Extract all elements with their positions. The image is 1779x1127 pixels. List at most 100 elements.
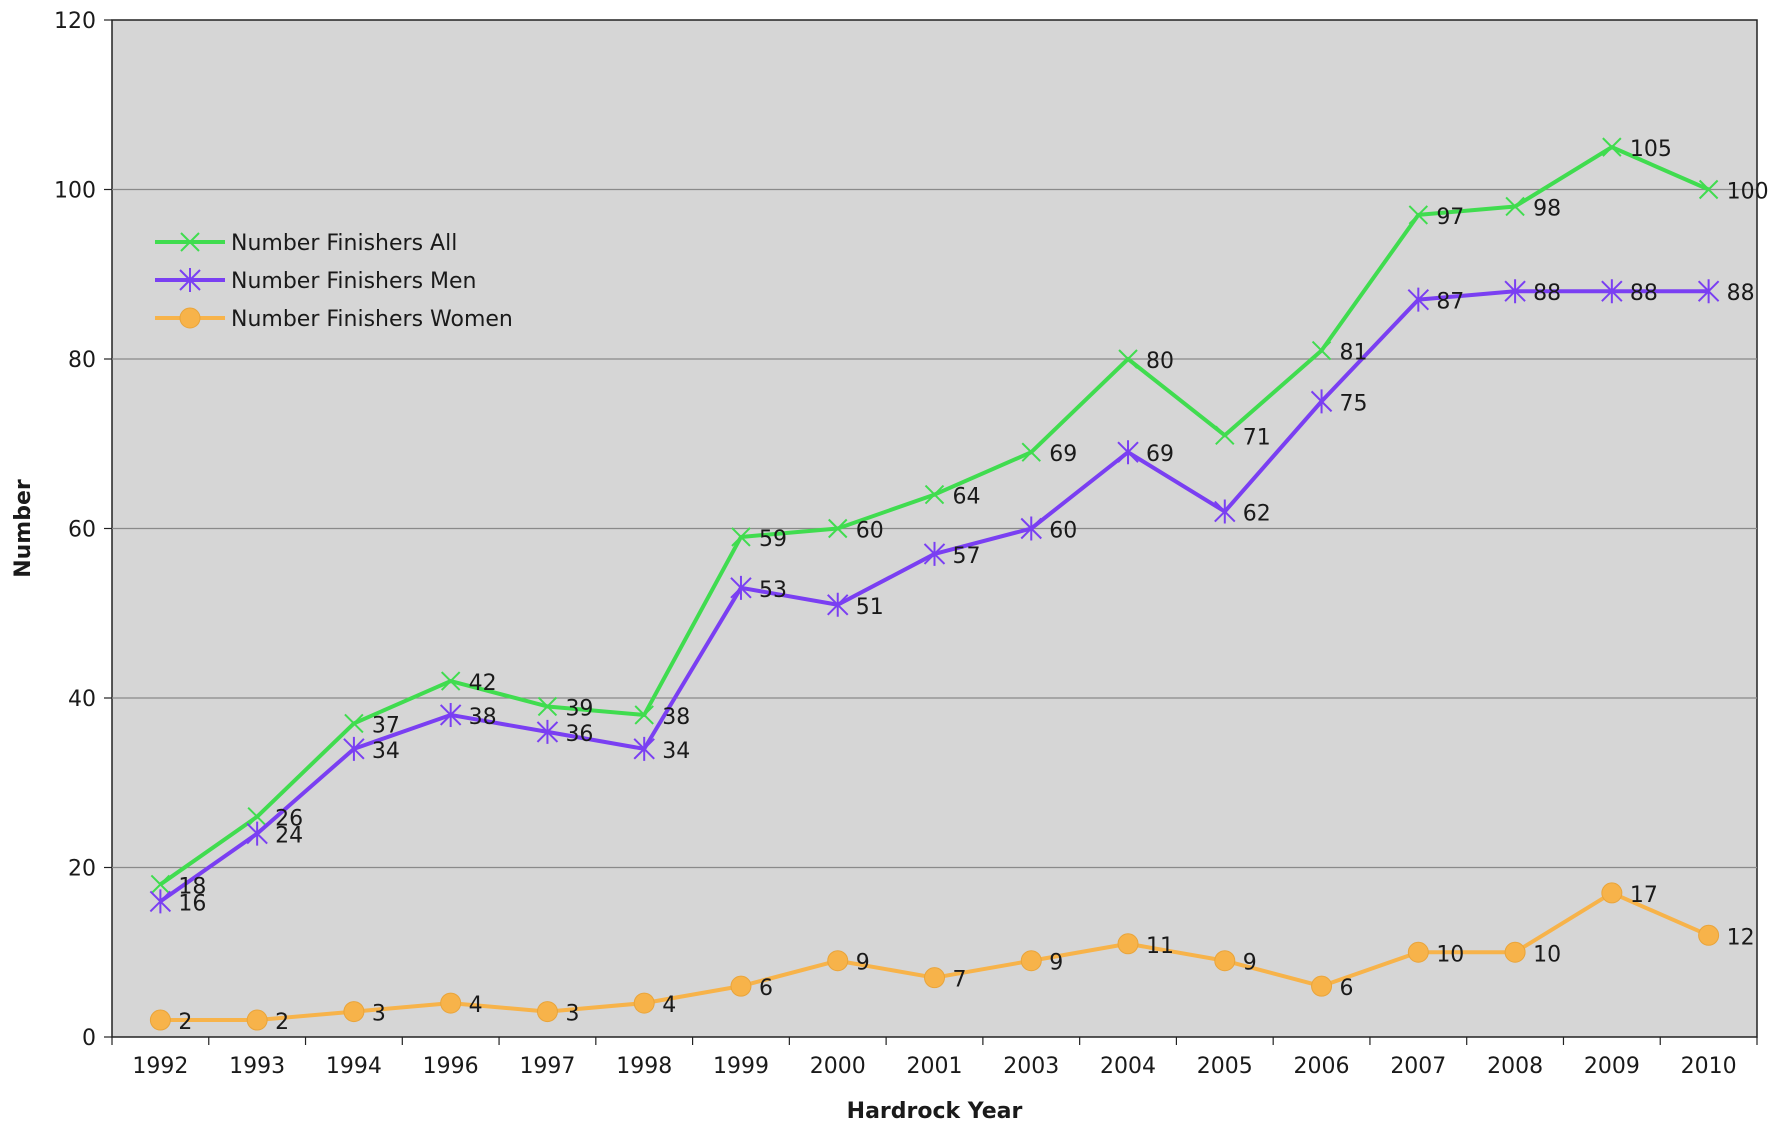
x-tick-label: 1992 <box>132 1054 188 1079</box>
data-label: 57 <box>953 544 981 569</box>
data-label: 62 <box>1243 502 1271 527</box>
data-label: 3 <box>372 1002 386 1027</box>
data-label: 81 <box>1340 341 1368 366</box>
data-label: 59 <box>759 527 787 552</box>
data-point <box>1504 941 1526 963</box>
data-label: 69 <box>1146 442 1174 467</box>
data-label: 10 <box>1533 942 1561 967</box>
data-label: 87 <box>1436 290 1464 315</box>
data-point <box>924 484 945 505</box>
data-label: 75 <box>1340 391 1368 416</box>
data-point <box>1601 882 1623 904</box>
data-label: 9 <box>856 951 870 976</box>
data-point <box>1021 442 1041 462</box>
data-label: 71 <box>1243 425 1271 450</box>
data-point <box>536 719 559 744</box>
x-tick-label: 1999 <box>713 1054 769 1079</box>
data-point <box>1214 950 1236 972</box>
data-point <box>149 1009 171 1031</box>
data-label: 7 <box>953 968 967 993</box>
data-point <box>150 874 171 895</box>
data-point <box>344 713 364 734</box>
data-point <box>440 992 462 1014</box>
data-label: 60 <box>856 519 884 544</box>
x-axis-title: Hardrock Year <box>847 1099 1023 1124</box>
x-tick-label: 2003 <box>1003 1054 1059 1079</box>
x-tick-label: 2004 <box>1100 1054 1156 1079</box>
data-point <box>1408 205 1429 225</box>
data-label: 105 <box>1630 137 1672 162</box>
data-label: 26 <box>275 807 303 832</box>
data-point <box>439 702 462 727</box>
series-1 <box>150 137 1719 895</box>
x-axis: 1992 1993 1994 1996 1997 1998 1999 2000 2001 2003… <box>111 1037 1758 1079</box>
legend-label: Number Finishers Women <box>231 307 513 332</box>
data-label: 88 <box>1630 281 1658 306</box>
data-label: 64 <box>953 485 981 510</box>
x-tick-label: 2005 <box>1197 1054 1253 1079</box>
y-tick-label: 20 <box>68 857 96 882</box>
data-label: 2 <box>275 1010 289 1035</box>
data-label: 97 <box>1436 205 1464 230</box>
legend-label: Number Finishers Men <box>231 269 477 294</box>
legend-marker <box>180 232 200 252</box>
data-label: 38 <box>662 705 690 730</box>
legend: Number Finishers All Number Finishers Men… <box>155 231 513 332</box>
data-point <box>1601 279 1623 304</box>
data-label: 39 <box>565 696 593 721</box>
data-point <box>730 575 752 600</box>
x-tick-label: 1994 <box>326 1054 382 1079</box>
data-label: 17 <box>1630 883 1658 908</box>
data-point <box>827 950 849 972</box>
data-point <box>1407 941 1429 963</box>
x-tick-label: 2006 <box>1294 1054 1350 1079</box>
y-tick-label: 60 <box>68 518 96 543</box>
data-label: 6 <box>1340 976 1354 1001</box>
x-tick-label: 2010 <box>1681 1054 1737 1079</box>
data-label: 12 <box>1727 925 1755 950</box>
y-axis: 0 20 40 60 80 100 120 <box>54 9 112 1051</box>
data-label: 36 <box>565 722 593 747</box>
data-label: 4 <box>662 993 676 1018</box>
data-point <box>440 671 461 691</box>
legend-item: Number Finishers Men <box>155 268 477 294</box>
x-tick-label: 1996 <box>423 1054 479 1079</box>
data-label: 11 <box>1146 934 1174 959</box>
data-point <box>1311 340 1332 361</box>
y-tick-label: 0 <box>82 1026 96 1051</box>
series-2 <box>149 279 1720 914</box>
legend-label: Number Finishers All <box>231 231 457 256</box>
data-label: 38 <box>469 705 497 730</box>
data-label: 69 <box>1049 442 1077 467</box>
data-point <box>827 592 849 617</box>
data-label: 9 <box>1243 951 1257 976</box>
data-point <box>246 821 268 846</box>
data-label: 10 <box>1436 942 1464 967</box>
data-point <box>1698 924 1720 946</box>
data-point <box>1117 440 1139 465</box>
data-label: 53 <box>759 578 787 603</box>
data-point <box>1020 516 1042 541</box>
x-tick-label: 2008 <box>1487 1054 1543 1079</box>
data-label: 4 <box>469 993 483 1018</box>
y-tick-label: 120 <box>54 9 96 34</box>
legend-marker <box>179 307 201 329</box>
data-point <box>536 1001 558 1023</box>
data-point <box>537 696 558 717</box>
data-label: 80 <box>1146 349 1174 374</box>
data-label: 88 <box>1533 281 1561 306</box>
data-point <box>1214 499 1236 524</box>
data-point <box>924 967 945 989</box>
data-point <box>247 806 267 827</box>
data-point <box>1697 279 1720 304</box>
data-point <box>634 705 654 725</box>
data-point <box>923 541 946 566</box>
y-tick-label: 80 <box>68 348 96 373</box>
data-label: 18 <box>178 874 206 899</box>
x-tick-label: 2001 <box>907 1054 963 1079</box>
data-point <box>633 992 655 1014</box>
data-label: 2 <box>178 1010 192 1035</box>
data-point <box>633 736 655 761</box>
